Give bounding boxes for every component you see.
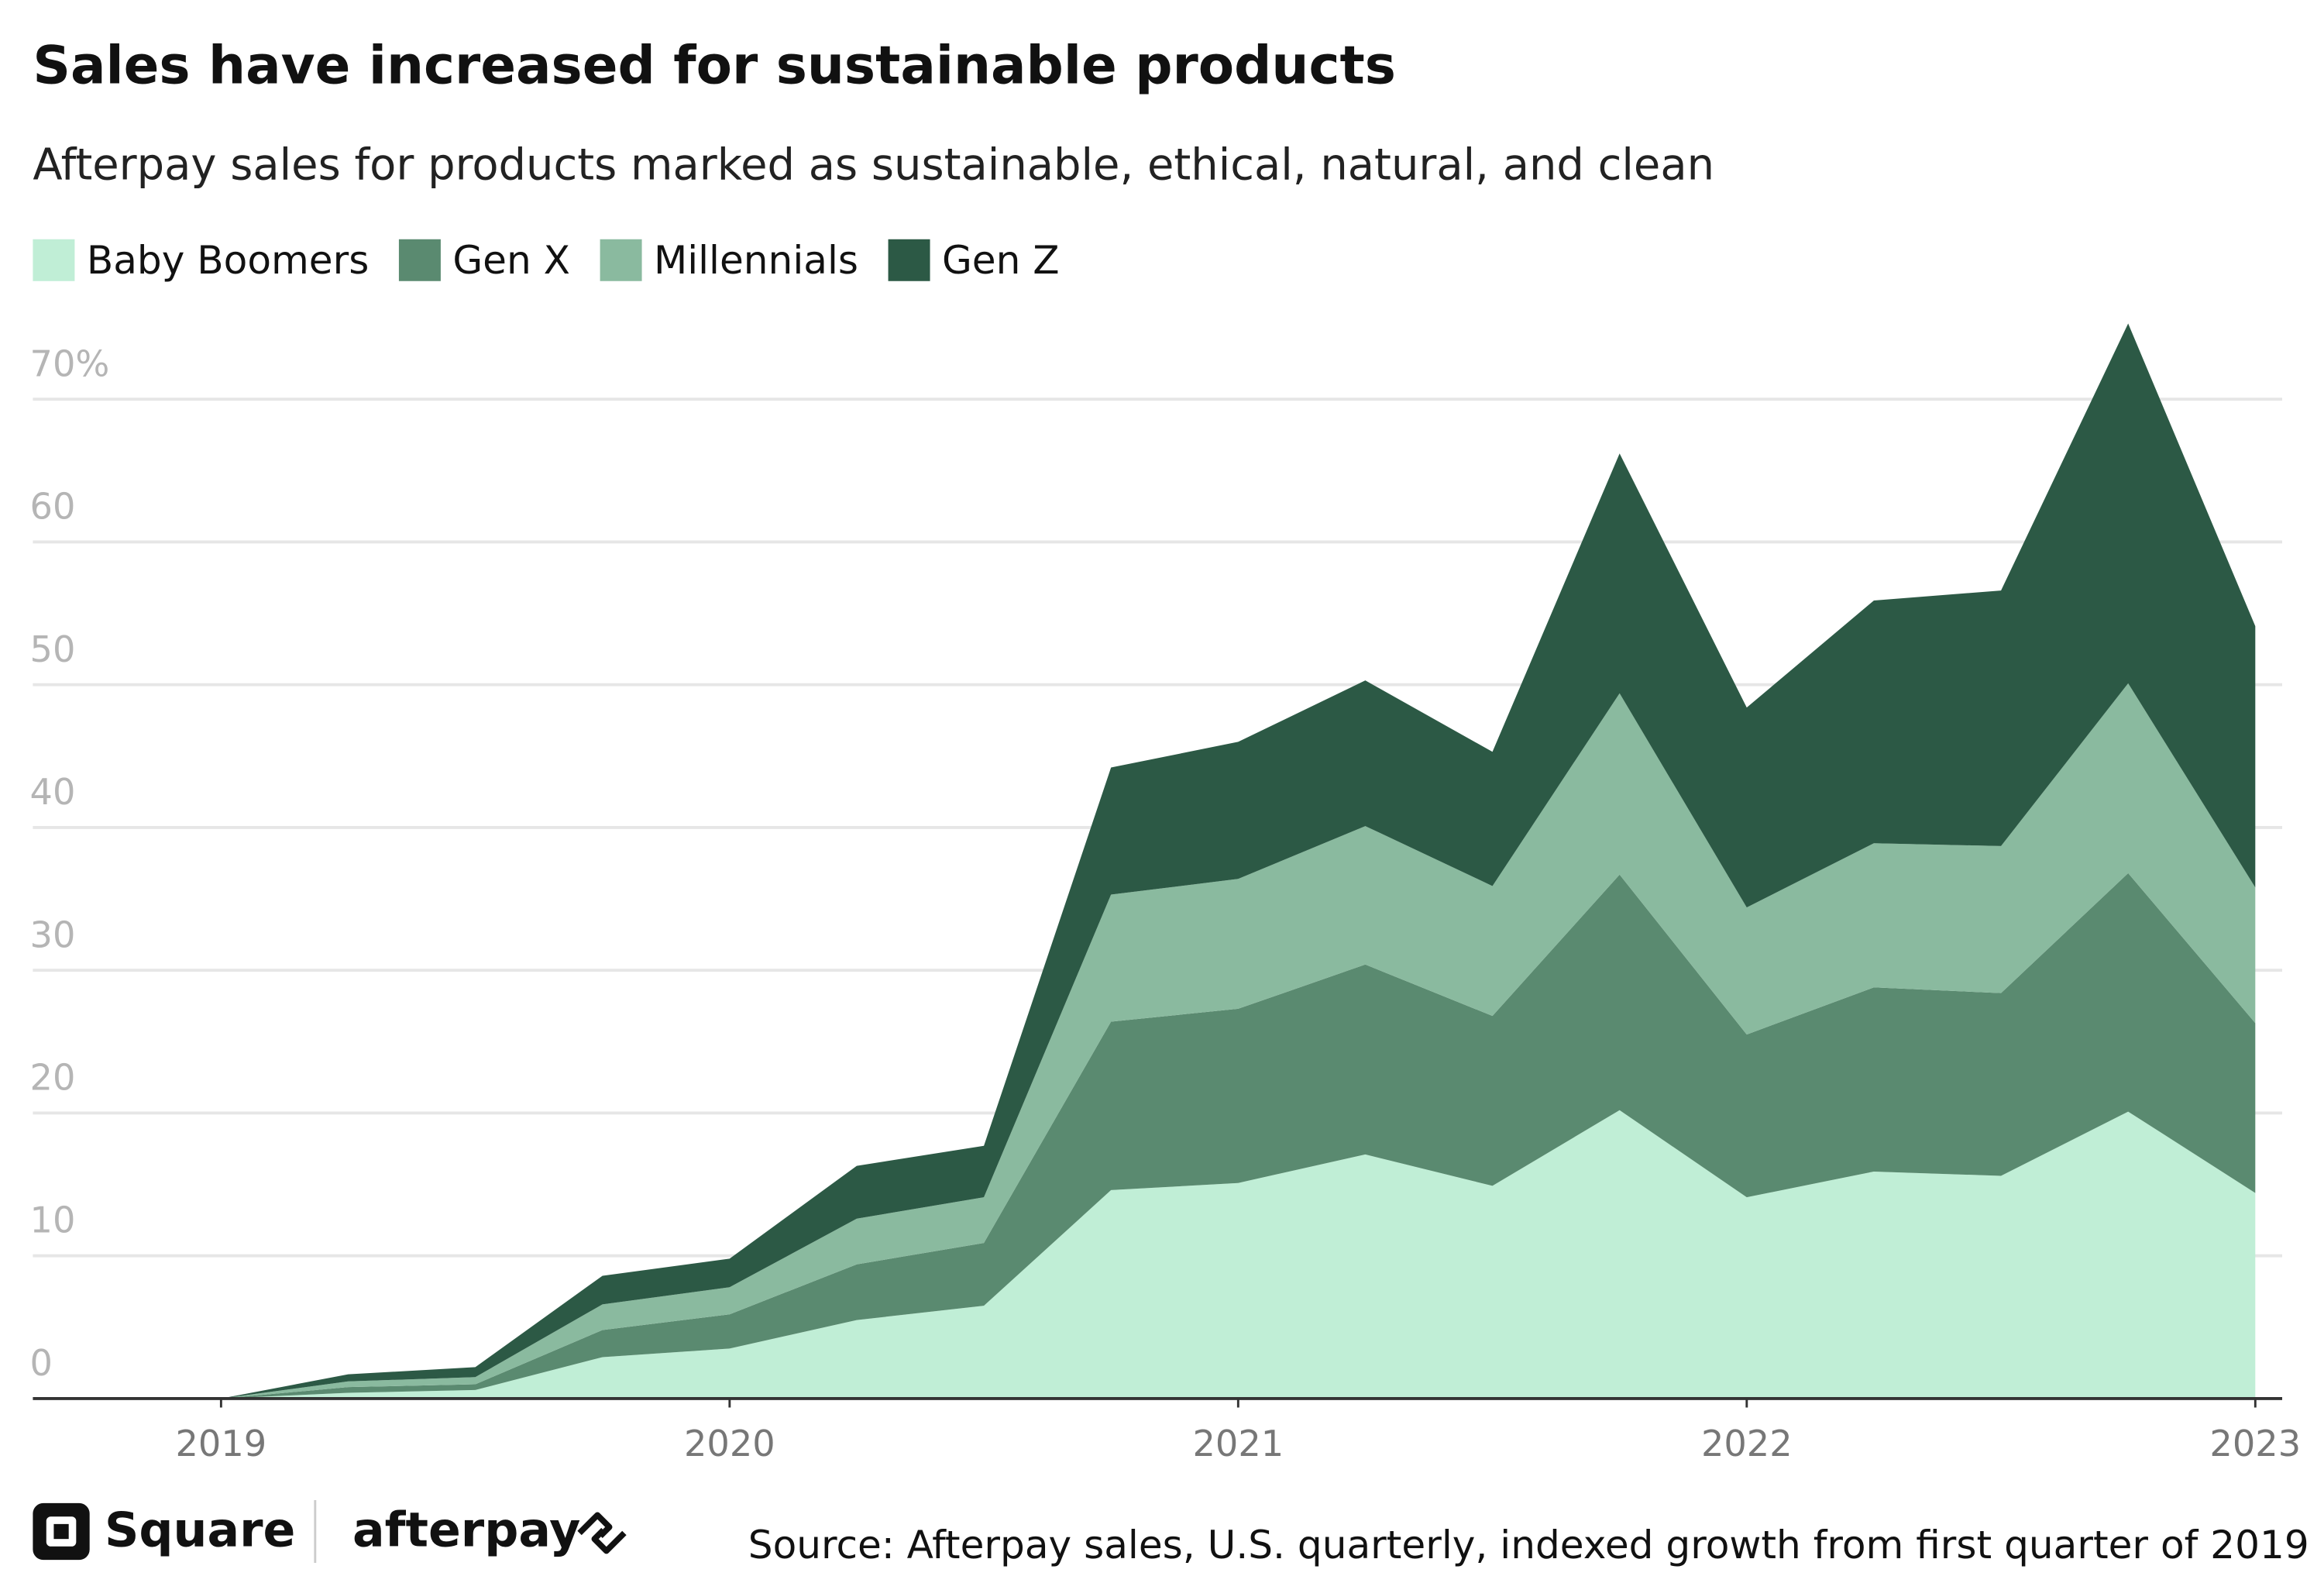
x-tick-label: 2022 (1701, 1423, 1793, 1464)
afterpay-icon (577, 1512, 627, 1554)
y-tick-label: 70% (30, 342, 110, 384)
legend-label: Baby Boomers (87, 237, 370, 283)
y-tick-label: 50 (30, 628, 76, 670)
grid: 0 10 20 30 40 50 60 70% 2019 2020 2021 2022 2023 (30, 342, 2302, 1464)
legend-swatch (398, 239, 441, 281)
source-note: Source: Afterpay sales, U.S. quarterly, … (748, 1522, 2309, 1568)
y-tick-label: 20 (30, 1057, 76, 1099)
y-tick-label: 10 (30, 1199, 76, 1241)
square-icon-core (53, 1523, 69, 1540)
square-logo-text: Square (105, 1502, 295, 1558)
chart-subtitle: Afterpay sales for products marked as su… (33, 139, 1714, 190)
area (221, 872, 2256, 1399)
chart-title: Sales have increased for sustainable pro… (33, 35, 1395, 96)
y-tick-label: 60 (30, 486, 76, 528)
legend: Baby Boomers Gen X Millennials Gen Z (33, 237, 1060, 283)
legend-swatch (600, 239, 642, 281)
x-tick-label: 2021 (1192, 1423, 1284, 1464)
legend-label: Gen X (452, 237, 570, 283)
legend-swatch (33, 239, 75, 281)
legend-label: Gen Z (942, 237, 1060, 283)
legend-label: Millennials (654, 237, 858, 283)
footer-logos: Square afterpay (33, 1500, 627, 1564)
areas (221, 323, 2256, 1399)
y-tick-label: 30 (30, 914, 76, 955)
x-tick-label: 2019 (175, 1423, 266, 1464)
y-tick-label: 40 (30, 771, 76, 813)
afterpay-logo-text: afterpay (352, 1502, 580, 1558)
x-tick-label: 2020 (684, 1423, 775, 1464)
area (221, 323, 2256, 1399)
y-tick-label: 0 (30, 1342, 53, 1384)
area (221, 1110, 2256, 1399)
legend-swatch (888, 239, 930, 281)
x-tick-label: 2023 (2209, 1423, 2301, 1464)
